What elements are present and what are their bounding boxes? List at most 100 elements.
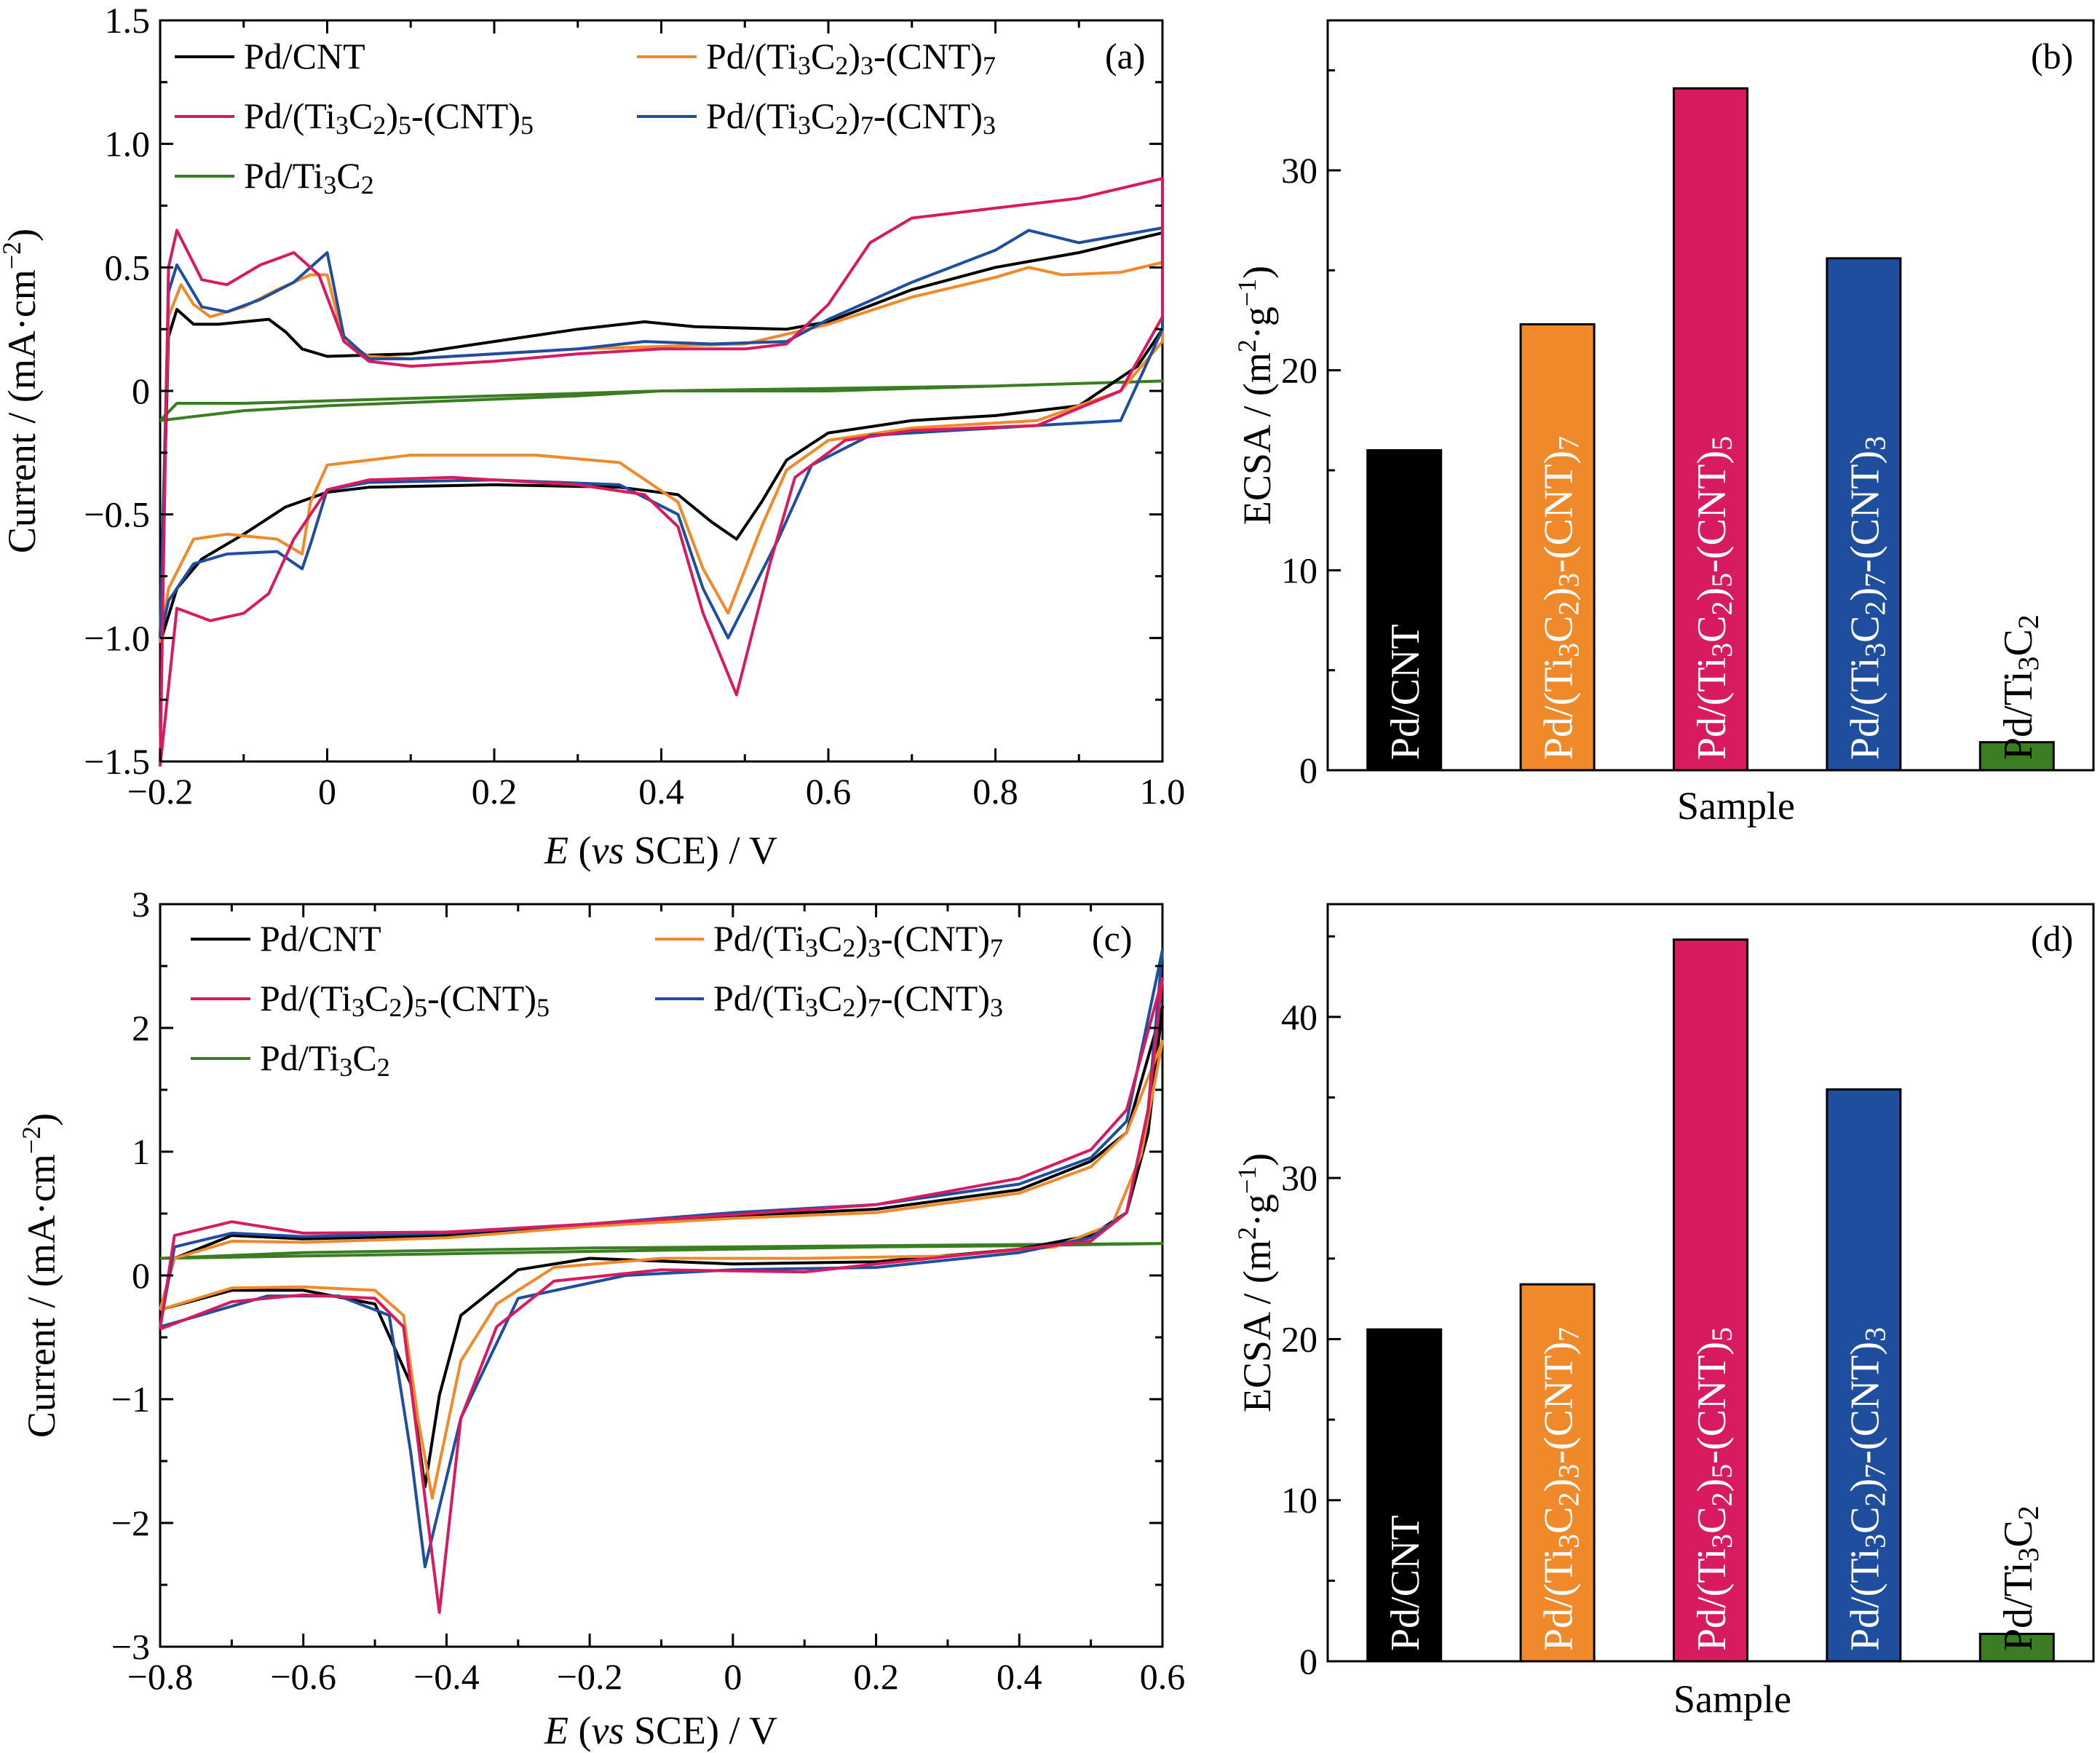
panel-a-ytick-label: 0.5 [105, 247, 151, 288]
panel-b-label: (b) [2031, 36, 2073, 76]
panel-b-ytick-label: 10 [1281, 550, 1318, 590]
legend-label-ti3c2-3-cnt-7: Pd/(Ti3C2)3-(CNT)7 [713, 918, 1003, 962]
panel-a-xtick-label: 0.6 [806, 771, 852, 812]
panel-d-bar-pd-ti3c2-7-cnt-3 [1826, 1088, 1902, 1661]
panel-c-xtick-label: −0.4 [413, 1656, 480, 1697]
panel-c-ytick-label: 3 [132, 884, 150, 925]
panel-d-bar-label-pd-ti3c2-7-cnt-3: Pd/(Ti3C2)7-(CNT)3 [1842, 1327, 1891, 1651]
legend-label-pd-ti3c2: Pd/Ti3C2 [260, 1037, 390, 1082]
panel-a-ytick-label: −1.5 [84, 741, 150, 782]
panel-d-xlabel: Sample [1673, 1677, 1791, 1721]
panel-b-chart: Pd/CNT Pd/(Ti3C2)3-(CNT)7 Pd/(Ti3C2)5-(CNT… [1232, 19, 2095, 828]
panel-a-xtick-label: 1.0 [1140, 771, 1186, 812]
panel-b-bar-pd-ti3c2-5-cnt-5 [1673, 87, 1748, 770]
panel-c-ytick-label: 2 [132, 1008, 150, 1048]
panel-d-bar-label-pd-ti3c2-5-cnt-5: Pd/(Ti3C2)5-(CNT)5 [1689, 1327, 1738, 1651]
panel-d-bar-label-pd-ti3c2-3-cnt-7: Pd/(Ti3C2)3-(CNT)7 [1537, 1327, 1585, 1651]
panel-b-ytick-label: 0 [1299, 750, 1318, 791]
panel-b-ticks: 0 10 20 30 [1281, 69, 1341, 791]
panel-b-ytick-label: 20 [1281, 350, 1318, 391]
panel-a-ytick-label: 1.5 [105, 0, 151, 41]
panel-c-xtick-label: 0 [724, 1656, 742, 1697]
panel-a-ytick-label: −0.5 [84, 494, 150, 535]
panel-b-ytick-label: 30 [1281, 150, 1318, 191]
panel-b-ylabel: ECSA / (m2·g−1) [1232, 266, 1279, 525]
panel-d-bar-pd-cnt [1366, 1328, 1443, 1661]
panel-d-bar-label-pd-cnt: Pd/CNT [1383, 1515, 1428, 1651]
panel-a-xtick-label: 0.2 [472, 771, 518, 812]
panel-c-label: (c) [1092, 918, 1133, 959]
panel-c-ytick-label: 0 [132, 1255, 150, 1296]
panel-c-xtick-label: −0.6 [270, 1656, 336, 1697]
legend-label-pd-cnt: Pd/CNT [260, 918, 381, 959]
panel-a-ticks: −0.2 0 0.2 0.4 0.6 0.8 1.0 −1.5 −1.0 −0.5 0 0.5 1.0 1… [84, 0, 1185, 812]
panel-a-chart: −0.2 0 0.2 0.4 0.6 0.8 1.0 −1.5 −1.0 −0.5 0 0.5 1.0 1… [0, 0, 1185, 872]
legend-label-pd-cnt: Pd/CNT [244, 36, 365, 76]
panel-d-bar-label-pd-ti3c2: Pd/Ti3C2 [1996, 1505, 2045, 1651]
panel-c-ytick-label: 1 [132, 1131, 150, 1172]
legend-label-ti3c2-7-cnt-3: Pd/(Ti3C2)7-(CNT)3 [713, 978, 1003, 1022]
panel-d-ylabel: ECSA / (m2·g−1) [1232, 1153, 1279, 1412]
panel-b-bar-label-pd-ti3c2: Pd/Ti3C2 [1996, 614, 2045, 760]
panel-a-series-pd-ti3c2 [159, 379, 1164, 422]
panel-c-ytick-label: −2 [111, 1503, 150, 1543]
legend-label-ti3c2-5-cnt-5: Pd/(Ti3C2)5-(CNT)5 [244, 95, 534, 140]
panel-c-ytick-label: −3 [111, 1626, 150, 1667]
panel-a-ytick-label: 0 [132, 371, 150, 411]
panel-a-xtick-label: −0.2 [127, 771, 194, 812]
panel-a-series-group [159, 177, 1164, 767]
panel-c-ylabel: Current / (mA·cm−2) [17, 1113, 63, 1438]
panel-a-xtick-label: 0.8 [972, 771, 1018, 812]
panel-a-ytick-label: −1.0 [84, 617, 150, 658]
panel-b-bar-label-pd-ti3c2-5-cnt-5: Pd/(Ti3C2)5-(CNT)5 [1689, 436, 1738, 760]
panel-d-ticks: 0 10 20 30 40 [1281, 935, 1341, 1682]
panel-c-xtick-label: 0.6 [1140, 1656, 1186, 1697]
panel-c-xtick-label: −0.2 [557, 1656, 623, 1697]
panel-a-series-pd-ti3c2-3-cnt-7 [159, 261, 1164, 644]
panel-d-ytick-label: 20 [1281, 1318, 1318, 1359]
panel-b-bar-pd-ti3c2-3-cnt-7 [1519, 322, 1596, 770]
panel-c-series-pd-ti3c2-5-cnt-5 [159, 977, 1164, 1614]
panel-a-xtick-label: 0 [318, 771, 336, 812]
panel-b-bar-label-pd-cnt: Pd/CNT [1383, 624, 1428, 760]
panel-c-xtick-label: 0.2 [853, 1656, 899, 1697]
panel-d-bar-pd-ti3c2-5-cnt-5 [1673, 938, 1748, 1661]
panel-d-ytick-label: 40 [1281, 997, 1318, 1037]
panel-c-series-pd-ti3c2 [159, 1242, 1164, 1260]
panel-c-xtick-label: 0.4 [996, 1656, 1042, 1697]
panel-b-bar-pd-ti3c2-7-cnt-3 [1826, 257, 1902, 770]
legend-label-ti3c2-3-cnt-7: Pd/(Ti3C2)3-(CNT)7 [706, 36, 996, 80]
panel-b-bar-label-pd-ti3c2-7-cnt-3: Pd/(Ti3C2)7-(CNT)3 [1842, 436, 1891, 760]
legend-label-ti3c2-5-cnt-5: Pd/(Ti3C2)5-(CNT)5 [260, 978, 550, 1022]
panel-d-bar-pd-ti3c2-3-cnt-7 [1519, 1283, 1596, 1661]
panel-c-xtick-label: −0.8 [127, 1656, 194, 1697]
panel-d-ytick-label: 10 [1281, 1480, 1318, 1521]
panel-a-xlabel: E (vs SCE) / V [544, 828, 777, 872]
panel-a-ylabel: Current / (mA·cm−2) [0, 229, 44, 553]
panel-c-ticks: −0.8 −0.6 −0.4 −0.2 0 0.2 0.4 0.6 −3 −2 −1 0 1 2 3 [111, 884, 1185, 1697]
panel-c-legend: Pd/CNT Pd/(Ti3C2)5-(CNT)5 Pd/Ti3C2 Pd/(T… [191, 918, 1003, 1082]
panel-b-xlabel: Sample [1677, 784, 1795, 828]
panel-a-series-pd-ti3c2-5-cnt-5 [159, 177, 1164, 767]
panel-c-series-pd-ti3c2-3-cnt-7 [159, 1040, 1164, 1500]
panel-b-bar-pd-ti3c2 [1978, 741, 2055, 770]
panel-a-label: (a) [1105, 36, 1146, 76]
panel-d-label: (d) [2031, 918, 2073, 959]
panel-d-ytick-label: 30 [1281, 1158, 1318, 1198]
legend-label-pd-ti3c2: Pd/Ti3C2 [244, 155, 374, 199]
panel-c-ytick-label: −1 [111, 1379, 150, 1420]
panel-c-series-group [159, 948, 1164, 1614]
panel-a-legend: Pd/CNT Pd/(Ti3C2)5-(CNT)5 Pd/Ti3C2 Pd/(T… [175, 36, 996, 199]
panel-a-xtick-label: 0.4 [638, 771, 684, 812]
panel-a-series-pd-ti3c2-7-cnt-3 [159, 226, 1164, 640]
panel-b-bar-label-pd-ti3c2-3-cnt-7: Pd/(Ti3C2)3-(CNT)7 [1537, 436, 1585, 760]
panel-c-chart: −0.8 −0.6 −0.4 −0.2 0 0.2 0.4 0.6 −3 −2 −1 0 1 2 3 E (… [17, 884, 1185, 1752]
panel-d-bar-pd-ti3c2 [1978, 1632, 2055, 1661]
panel-a-ytick-label: 1.0 [105, 124, 151, 165]
panel-d-bars: Pd/CNT Pd/(Ti3C2)3-(CNT)7 Pd/(Ti3C2)5-(CNT… [1366, 938, 2055, 1661]
panel-c-xlabel: E (vs SCE) / V [544, 1709, 777, 1752]
panel-b-bar-pd-cnt [1366, 449, 1443, 770]
panel-a-series-pd-cnt [159, 231, 1164, 644]
panel-b-bars: Pd/CNT Pd/(Ti3C2)3-(CNT)7 Pd/(Ti3C2)5-(CNT… [1366, 87, 2055, 770]
